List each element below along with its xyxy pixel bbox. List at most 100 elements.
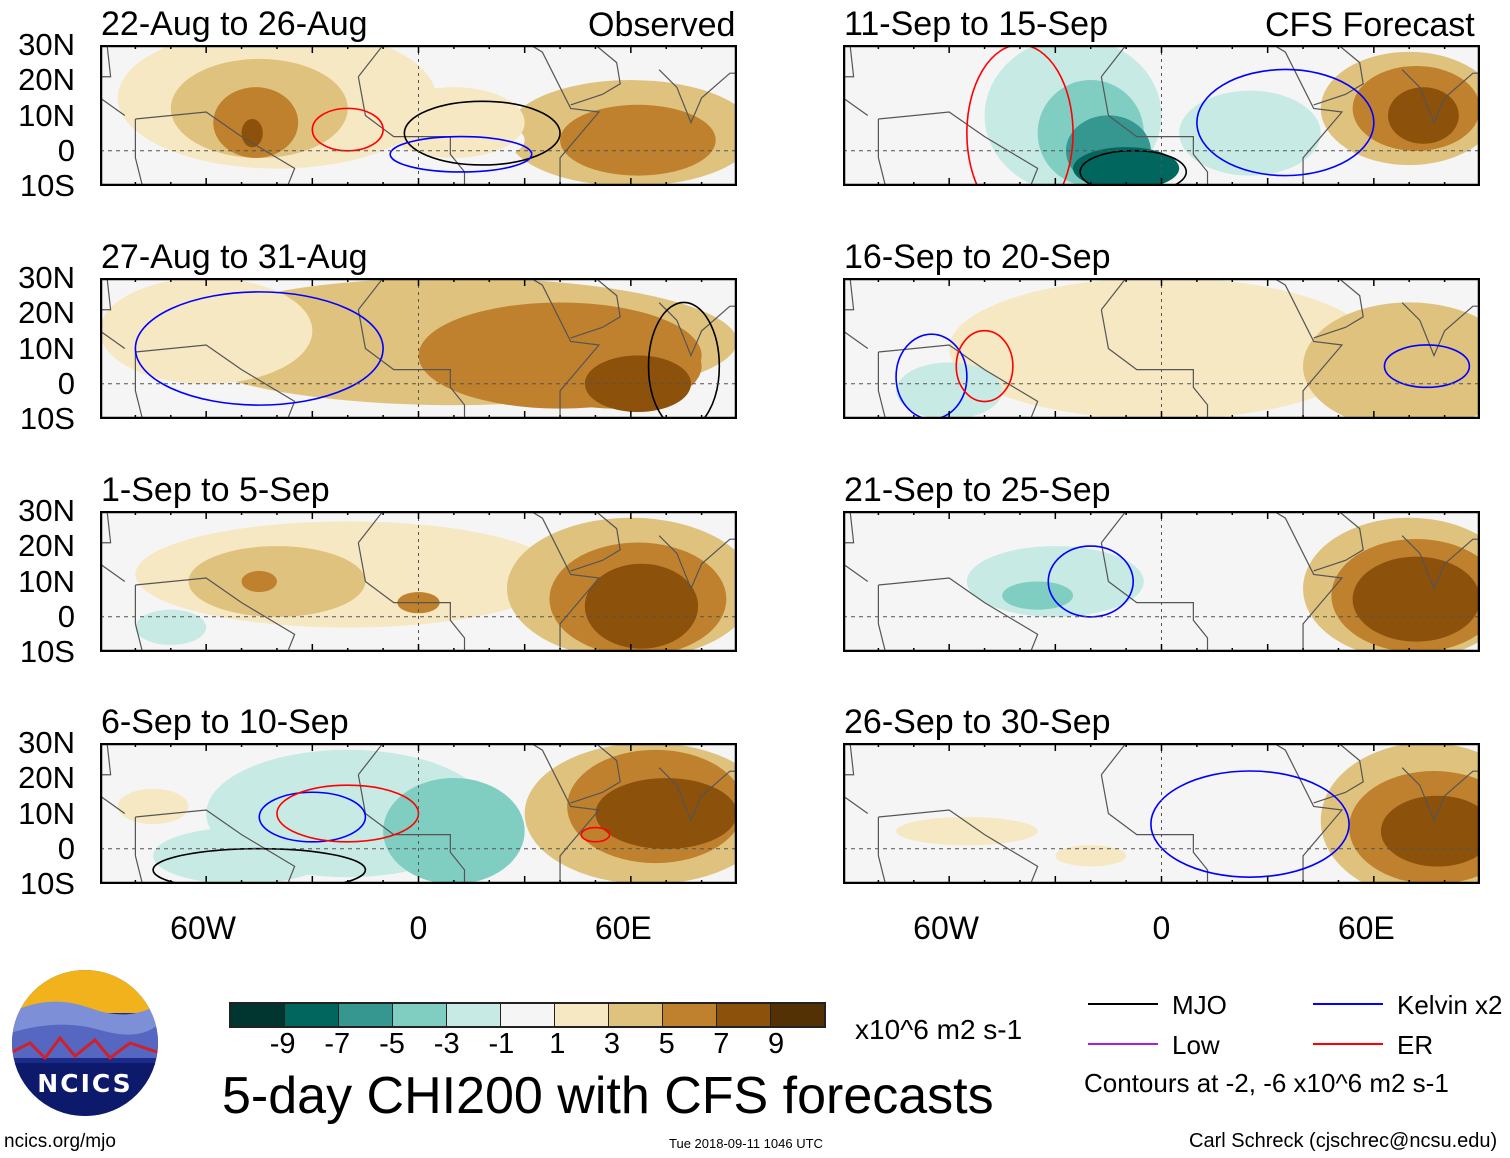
- colorbar-swatch: [609, 1004, 663, 1026]
- wave-contour: [1047, 545, 1134, 618]
- map-frame: [100, 743, 737, 884]
- lat-label: 10N: [18, 563, 75, 599]
- map-frame: [843, 743, 1480, 884]
- panel-title: 26-Sep to 30-Sep: [844, 703, 1111, 741]
- wave-contour: [311, 107, 384, 152]
- lat-label: 0: [57, 830, 75, 866]
- lat-label: 10N: [18, 97, 75, 133]
- map-frame: [843, 45, 1480, 186]
- chi-anomaly-area: [241, 570, 277, 593]
- colorbar-tick: 5: [658, 1028, 675, 1060]
- wave-contour: [955, 329, 1014, 403]
- coastline-americas: [100, 45, 296, 186]
- map-frame: [843, 511, 1480, 652]
- legend-label: Low: [1172, 1030, 1220, 1060]
- author: Carl Schreck (cjschrec@ncsu.edu): [1189, 1130, 1498, 1152]
- chi-anomaly-area: [188, 546, 366, 617]
- chi-anomaly-area: [117, 788, 189, 825]
- coastline-africa: [1100, 511, 1344, 652]
- coastline-americas: [843, 511, 1039, 652]
- lat-label: 0: [57, 365, 75, 401]
- chi-anomaly-area: [560, 104, 716, 176]
- coastline-americas: [843, 743, 1039, 884]
- chi-anomaly-area: [1055, 845, 1127, 867]
- wave-contour: [966, 45, 1074, 186]
- coastline-americas: [843, 45, 1039, 186]
- lat-label: 0: [57, 598, 75, 634]
- lon-label: 60W: [913, 910, 979, 946]
- coastline-asia: [1313, 45, 1480, 125]
- legend-line: [1088, 1043, 1158, 1045]
- lat-label: 20N: [18, 295, 75, 331]
- chi-anomaly-area: [1002, 581, 1074, 610]
- site-link[interactable]: ncics.org/mjo: [4, 1131, 116, 1152]
- svg-text:NCICS: NCICS: [37, 1069, 132, 1098]
- colorbar-tick: -3: [433, 1028, 460, 1060]
- lon-label: 60E: [1337, 910, 1395, 946]
- legend-label: MJO: [1172, 990, 1227, 1020]
- colorbar-tick: 3: [603, 1028, 621, 1060]
- wave-contour: [1196, 68, 1375, 177]
- figure-title: 5-day CHI200 with CFS forecasts: [222, 1067, 994, 1125]
- map-frame: [100, 45, 737, 186]
- wave-contour: [134, 291, 384, 406]
- colorbar-swatch: [339, 1004, 393, 1026]
- colorbar-swatch: [285, 1004, 339, 1026]
- legend-line: [1088, 1003, 1158, 1005]
- colorbar-tick: 7: [713, 1028, 730, 1060]
- wave-contour: [1150, 770, 1350, 878]
- colorbar-swatch: [501, 1004, 555, 1026]
- colorbar-swatch: [447, 1004, 501, 1026]
- colorbar-tick: -5: [379, 1028, 405, 1060]
- contours-note: Contours at -2, -6 x10^6 m2 s-1: [1084, 1068, 1449, 1098]
- lat-label: 10S: [19, 168, 75, 203]
- coastline-asia: [570, 511, 737, 591]
- lat-label: 10S: [19, 634, 75, 669]
- lat-label: 10S: [19, 401, 75, 436]
- lat-label: 20N: [18, 62, 75, 98]
- map-frame: [100, 278, 737, 419]
- observed-label: Observed: [588, 6, 736, 44]
- coastline-americas: [100, 511, 296, 652]
- map-panel: [843, 743, 1480, 884]
- legend-label: ER: [1397, 1030, 1434, 1060]
- colorbar-tick: 9: [768, 1028, 785, 1060]
- colorbar-tick: -9: [269, 1028, 296, 1060]
- map-panel: [843, 45, 1480, 186]
- chi-anomaly-area: [1073, 147, 1180, 186]
- coastline-africa: [357, 278, 601, 419]
- map-panel: [100, 511, 737, 652]
- wave-contour: [152, 847, 367, 884]
- coastline-americas: [100, 743, 296, 884]
- chi-anomaly-area: [135, 609, 207, 646]
- chi-anomaly-area: [153, 827, 331, 884]
- coastline-americas: [843, 278, 1039, 419]
- chi-anomaly-area: [383, 87, 525, 158]
- chi-anomaly-area: [1303, 302, 1480, 419]
- lon-label: 60W: [170, 910, 236, 946]
- units-label: x10^6 m2 s-1: [855, 1014, 1023, 1045]
- map-frame: [100, 511, 737, 652]
- wave-contour: [580, 826, 611, 843]
- lat-label: 20N: [18, 528, 75, 564]
- lat-label: 30N: [18, 27, 75, 62]
- wave-contour: [895, 333, 968, 419]
- map-panel: [100, 743, 737, 884]
- coastline-africa: [1100, 45, 1344, 186]
- colorbar-tick: -1: [488, 1028, 515, 1060]
- coastline-asia: [1313, 511, 1480, 591]
- panel-title: 21-Sep to 25-Sep: [844, 471, 1111, 509]
- coastline-africa: [1100, 278, 1344, 419]
- panel-title: 22-Aug to 26-Aug: [101, 5, 368, 43]
- wave-contour: [389, 135, 533, 173]
- lat-label: 10S: [19, 866, 75, 901]
- chi-anomaly-area: [896, 816, 1038, 846]
- coastline-asia: [1313, 278, 1480, 358]
- chi-anomaly-area: [100, 278, 313, 384]
- chi-anomaly-area: [896, 362, 1003, 419]
- map-panel: [100, 45, 737, 186]
- wave-contour: [1383, 344, 1471, 389]
- lat-label: 30N: [18, 260, 75, 295]
- ncics-logo: NCICS: [12, 970, 158, 1116]
